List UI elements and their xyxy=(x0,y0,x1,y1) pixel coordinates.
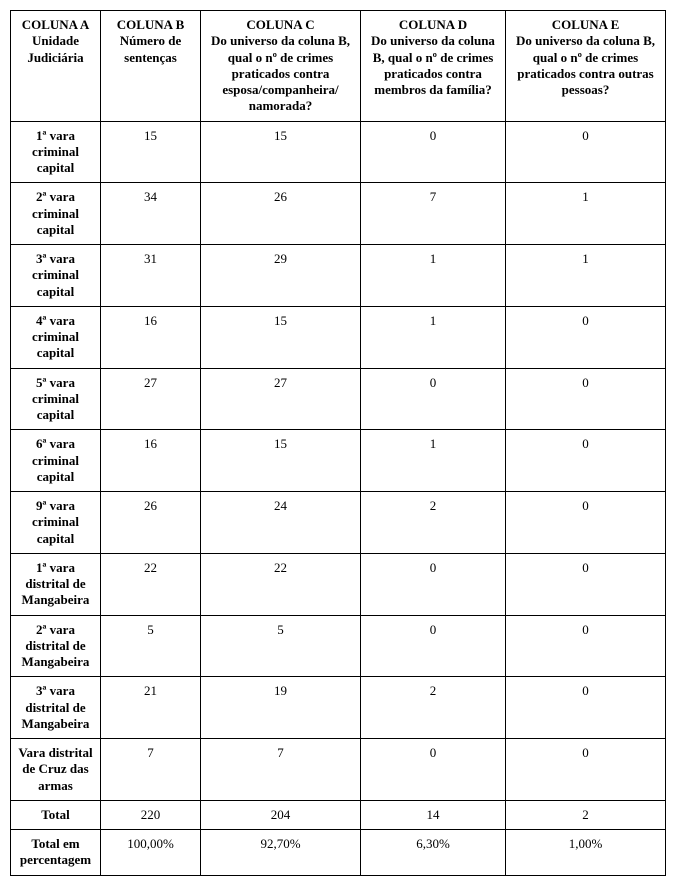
row-label: 1ª vara criminal capital xyxy=(11,121,101,183)
table-header-row: COLUNA A Unidade Judiciária COLUNA B Núm… xyxy=(11,11,666,122)
cell-c: 24 xyxy=(201,492,361,554)
cell-c: 5 xyxy=(201,615,361,677)
cell-b: 27 xyxy=(101,368,201,430)
col-a-header: COLUNA A Unidade Judiciária xyxy=(11,11,101,122)
cell-e: 0 xyxy=(506,492,666,554)
row-label: 4ª vara criminal capital xyxy=(11,306,101,368)
cell-e: 1 xyxy=(506,183,666,245)
cell-d: 6,30% xyxy=(361,830,506,876)
cell-b: 21 xyxy=(101,677,201,739)
col-e-header: COLUNA E Do universo da coluna B, qual o… xyxy=(506,11,666,122)
cell-c: 15 xyxy=(201,121,361,183)
cell-d: 0 xyxy=(361,121,506,183)
cell-c: 15 xyxy=(201,430,361,492)
cell-d: 0 xyxy=(361,739,506,801)
cell-b: 100,00% xyxy=(101,830,201,876)
cell-d: 0 xyxy=(361,368,506,430)
col-a-top: COLUNA A xyxy=(22,17,90,32)
row-label: 2ª vara distrital de Mangabeira xyxy=(11,615,101,677)
cell-b: 26 xyxy=(101,492,201,554)
table-body: 1ª vara criminal capital 15 15 0 0 2ª va… xyxy=(11,121,666,875)
table-row: 3ª vara distrital de Mangabeira 21 19 2 … xyxy=(11,677,666,739)
table-row: 2ª vara distrital de Mangabeira 5 5 0 0 xyxy=(11,615,666,677)
row-label: 9ª vara criminal capital xyxy=(11,492,101,554)
row-label: 3ª vara criminal capital xyxy=(11,245,101,307)
cell-c: 15 xyxy=(201,306,361,368)
cell-c: 92,70% xyxy=(201,830,361,876)
table-row: 2ª vara criminal capital 34 26 7 1 xyxy=(11,183,666,245)
cell-b: 16 xyxy=(101,306,201,368)
col-d-label: Do universo da coluna B, qual o nº de cr… xyxy=(371,33,495,97)
table-row: 3ª vara criminal capital 31 29 1 1 xyxy=(11,245,666,307)
cell-d: 1 xyxy=(361,306,506,368)
col-d-top: COLUNA D xyxy=(399,17,467,32)
cell-c: 29 xyxy=(201,245,361,307)
col-d-header: COLUNA D Do universo da coluna B, qual o… xyxy=(361,11,506,122)
cell-b: 16 xyxy=(101,430,201,492)
cell-d: 1 xyxy=(361,430,506,492)
cell-b: 31 xyxy=(101,245,201,307)
table-row: 4ª vara criminal capital 16 15 1 0 xyxy=(11,306,666,368)
cell-d: 2 xyxy=(361,677,506,739)
cell-d: 0 xyxy=(361,553,506,615)
cell-d: 1 xyxy=(361,245,506,307)
row-label: Vara distrital de Cruz das armas xyxy=(11,739,101,801)
col-a-label: Unidade Judiciária xyxy=(27,33,83,64)
cell-e: 0 xyxy=(506,306,666,368)
table-row-total: Total 220 204 14 2 xyxy=(11,800,666,829)
col-b-top: COLUNA B xyxy=(117,17,185,32)
row-label: 3ª vara distrital de Mangabeira xyxy=(11,677,101,739)
table-row: 1ª vara distrital de Mangabeira 22 22 0 … xyxy=(11,553,666,615)
cell-e: 0 xyxy=(506,368,666,430)
table-row: 1ª vara criminal capital 15 15 0 0 xyxy=(11,121,666,183)
row-label: 6ª vara criminal capital xyxy=(11,430,101,492)
table-row: 6ª vara criminal capital 16 15 1 0 xyxy=(11,430,666,492)
row-label: 1ª vara distrital de Mangabeira xyxy=(11,553,101,615)
cell-e: 0 xyxy=(506,430,666,492)
cell-e: 1 xyxy=(506,245,666,307)
cell-c: 7 xyxy=(201,739,361,801)
cell-e: 0 xyxy=(506,553,666,615)
col-b-label: Número de sentenças xyxy=(120,33,182,64)
cell-d: 2 xyxy=(361,492,506,554)
col-c-header: COLUNA C Do universo da coluna B, qual o… xyxy=(201,11,361,122)
cell-b: 7 xyxy=(101,739,201,801)
crimes-table: COLUNA A Unidade Judiciária COLUNA B Núm… xyxy=(10,10,666,876)
cell-e: 0 xyxy=(506,615,666,677)
cell-c: 27 xyxy=(201,368,361,430)
cell-c: 26 xyxy=(201,183,361,245)
cell-b: 22 xyxy=(101,553,201,615)
row-label: Total xyxy=(11,800,101,829)
cell-b: 15 xyxy=(101,121,201,183)
cell-d: 14 xyxy=(361,800,506,829)
col-e-top: COLUNA E xyxy=(552,17,620,32)
table-row: 5ª vara criminal capital 27 27 0 0 xyxy=(11,368,666,430)
cell-b: 34 xyxy=(101,183,201,245)
col-e-label: Do universo da coluna B, qual o nº de cr… xyxy=(516,33,655,97)
col-b-header: COLUNA B Número de sentenças xyxy=(101,11,201,122)
cell-d: 7 xyxy=(361,183,506,245)
cell-d: 0 xyxy=(361,615,506,677)
cell-e: 0 xyxy=(506,121,666,183)
cell-c: 204 xyxy=(201,800,361,829)
cell-c: 22 xyxy=(201,553,361,615)
table-row-total-percent: Total em percentagem 100,00% 92,70% 6,30… xyxy=(11,830,666,876)
table-row: 9ª vara criminal capital 26 24 2 0 xyxy=(11,492,666,554)
cell-c: 19 xyxy=(201,677,361,739)
col-c-top: COLUNA C xyxy=(246,17,314,32)
cell-b: 5 xyxy=(101,615,201,677)
col-c-label: Do universo da coluna B, qual o nº de cr… xyxy=(211,33,350,113)
cell-e: 2 xyxy=(506,800,666,829)
cell-e: 0 xyxy=(506,677,666,739)
row-label: Total em percentagem xyxy=(11,830,101,876)
table-row: Vara distrital de Cruz das armas 7 7 0 0 xyxy=(11,739,666,801)
cell-e: 1,00% xyxy=(506,830,666,876)
row-label: 5ª vara criminal capital xyxy=(11,368,101,430)
cell-b: 220 xyxy=(101,800,201,829)
row-label: 2ª vara criminal capital xyxy=(11,183,101,245)
cell-e: 0 xyxy=(506,739,666,801)
